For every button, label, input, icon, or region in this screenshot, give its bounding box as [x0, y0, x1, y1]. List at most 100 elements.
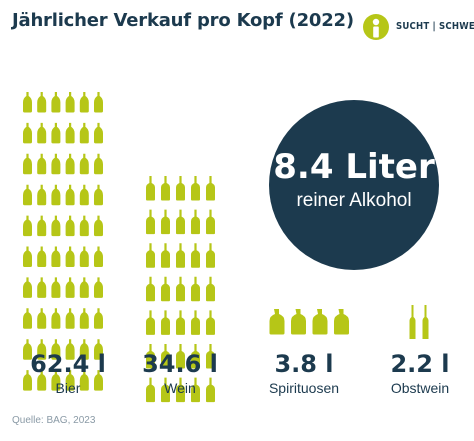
wine-bottle-icon — [145, 276, 155, 302]
category-label: Wein — [164, 380, 196, 396]
beer-bottle-icon — [65, 153, 75, 175]
beer-bottle-icon — [65, 339, 75, 360]
wine-bottle-icon — [175, 176, 185, 201]
beer-bottle-icon — [94, 184, 103, 206]
wine-bottle-icon — [175, 310, 185, 335]
beer-bottle-icon — [37, 246, 47, 267]
beer-bottle-icon — [65, 184, 75, 206]
beer-bottle-icon — [23, 308, 32, 329]
wine-bottle-icon — [175, 243, 185, 268]
wine-bottle-icon — [175, 377, 185, 403]
wine-bottle-icon — [205, 243, 215, 268]
wine-bottle-icon — [190, 344, 200, 369]
beer-bottle-icon — [65, 246, 75, 267]
beer-bottle-icon — [37, 92, 47, 113]
callout-value: 8.4 Liter — [273, 147, 435, 187]
fruit-wine-bottle-icon — [409, 305, 416, 339]
beer-bottle-icon — [51, 370, 61, 391]
category-label: Spirituosen — [269, 380, 339, 396]
wine-bottle-icon — [190, 243, 200, 268]
beer-bottle-icon — [79, 277, 89, 298]
wine-bottle-icon — [160, 310, 170, 335]
beer-bottle-icon — [37, 153, 47, 175]
wine-bottle-icon — [175, 276, 185, 302]
beer-bottle-icon — [94, 339, 103, 360]
wine-bottle-icon — [205, 310, 215, 335]
beer-bottle-icon — [23, 122, 32, 144]
beer-bottle-icon — [65, 308, 75, 329]
beer-bottle-icon — [51, 339, 61, 360]
beer-bottle-icon — [65, 370, 75, 391]
beer-bottle-icon — [79, 246, 89, 267]
beer-bottle-icon — [79, 370, 89, 391]
beer-bottle-icon — [23, 339, 32, 360]
category-label: Bier — [56, 380, 81, 396]
value-label: 34.6 l — [142, 350, 218, 378]
beer-bottle-icon — [79, 339, 89, 360]
wine-bottle-icon — [145, 310, 155, 335]
beer-bottle-icon — [23, 370, 32, 391]
wine-bottle-icon — [175, 209, 185, 235]
wine-bottle-icon — [205, 276, 215, 302]
beer-bottle-icon — [23, 153, 32, 175]
sucht-schweiz-logo[interactable]: SUCHT | SCHWEIZ — [362, 13, 474, 41]
beer-bottle-icon — [37, 277, 47, 298]
wine-bottle-icon — [145, 176, 155, 201]
wine-bottle-icon — [160, 176, 170, 201]
beer-bottle-icon — [79, 308, 89, 329]
beer-bottle-icon — [79, 122, 89, 144]
source-note: Quelle: BAG, 2023 — [12, 415, 96, 426]
callout-circle — [269, 100, 439, 270]
beer-bottle-icon — [51, 184, 61, 206]
callout: 8.4 Liter reiner Alkohol — [269, 100, 439, 270]
beer-bottle-icon — [37, 308, 47, 329]
beer-bottle-icon — [94, 277, 103, 298]
logo-text: SUCHT | SCHWEIZ — [396, 21, 474, 32]
category-label: Obstwein — [391, 380, 449, 396]
beer-bottle-icon — [37, 215, 47, 237]
beer-bottle-icon — [23, 277, 32, 298]
beer-bottle-icon — [51, 277, 61, 298]
value-label: 3.8 l — [274, 350, 333, 378]
wine-bottle-icon — [205, 209, 215, 235]
beer-bottle-icon — [23, 184, 32, 206]
wine-bottle-icon — [190, 377, 200, 403]
spirits-bottle-icon — [334, 309, 349, 335]
beer-bottle-icon — [94, 153, 103, 175]
value-label: 62.4 l — [30, 350, 106, 378]
beer-bottle-icon — [94, 308, 103, 329]
beer-bottle-icon — [37, 339, 47, 360]
beer-bottle-icon — [23, 215, 32, 237]
beer-bottle-icon — [94, 215, 103, 237]
sucht-schweiz-logo-icon — [363, 14, 389, 40]
spirits-bottle-icon — [291, 309, 306, 335]
beer-bottle-icon — [51, 215, 61, 237]
wine-bottle-icon — [160, 344, 170, 369]
wine-bottle-icon — [145, 377, 155, 403]
wine-bottle-icon — [145, 209, 155, 235]
beer-bottle-icon — [79, 92, 89, 113]
spirits-bottle-icon — [269, 309, 285, 335]
wine-bottle-icon — [145, 243, 155, 268]
beer-bottle-icon — [51, 92, 61, 113]
beer-bottle-icon — [65, 277, 75, 298]
value-label: 2.2 l — [390, 350, 449, 378]
wine-bottle-icon — [205, 344, 215, 369]
wine-bottle-icon — [160, 276, 170, 302]
beer-bottle-icon — [79, 184, 89, 206]
fruit-wine-bottle-icon — [422, 305, 429, 339]
beer-bottle-icon — [23, 246, 32, 267]
chart-title: Jährlicher Verkauf pro Kopf (2022) — [12, 10, 354, 31]
callout-label: reiner Alkohol — [296, 190, 411, 211]
wine-bottle-icon — [175, 344, 185, 369]
beer-bottle-icon — [94, 92, 103, 113]
wine-bottle-icon — [160, 377, 170, 403]
beer-bottle-icon — [65, 92, 75, 113]
wine-bottle-icon — [205, 377, 215, 403]
beer-bottle-icon — [65, 122, 75, 144]
beer-bottle-icon — [51, 308, 61, 329]
beer-bottle-icon — [79, 215, 89, 237]
beer-bottle-icon — [37, 370, 47, 391]
beer-bottle-icon — [23, 92, 32, 113]
